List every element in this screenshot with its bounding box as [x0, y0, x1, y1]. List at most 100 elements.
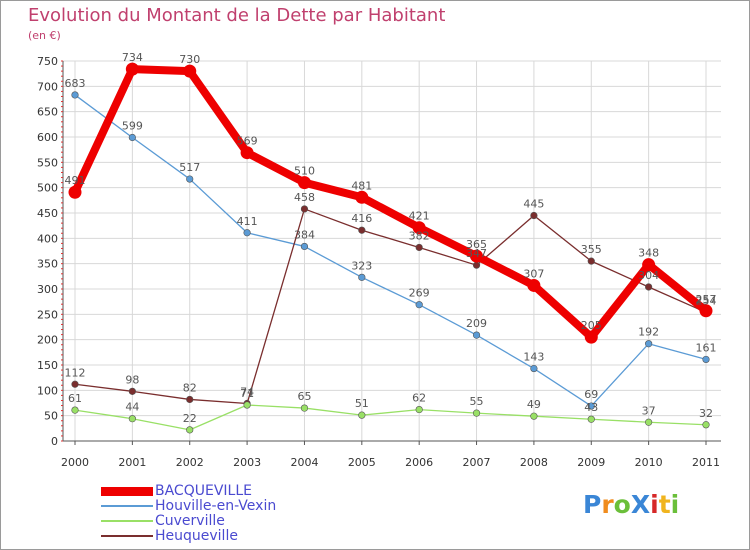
data-point — [71, 406, 79, 414]
data-point — [472, 409, 481, 417]
x-tick-label: 2010 — [635, 456, 663, 469]
data-point — [587, 415, 595, 423]
data-label: 61 — [68, 392, 82, 405]
y-tick-label: 400 — [37, 232, 58, 245]
data-point — [186, 395, 194, 404]
logo-letter: P — [583, 490, 602, 519]
data-point — [128, 387, 136, 395]
data-label: 65 — [297, 390, 311, 403]
data-labels: 491 734 730 569 510 481 421 365 307 205 348 257 683 5… — [65, 51, 717, 425]
y-tick-label: 600 — [37, 131, 58, 144]
legend-label: Heuqueville — [155, 528, 238, 544]
data-point — [128, 133, 136, 142]
data-point — [530, 364, 538, 373]
data-point — [702, 355, 710, 364]
logo-letter: X — [630, 490, 651, 519]
data-label: 254 — [696, 294, 717, 307]
data-point — [128, 415, 136, 423]
series-line — [74, 404, 707, 431]
x-tick-label: 2003 — [233, 456, 261, 469]
data-point — [300, 205, 309, 213]
legend-item: Heuqueville — [101, 529, 341, 544]
chart-title: Evolution du Montant de la Dette par Hab… — [28, 5, 446, 26]
data-point — [297, 176, 311, 190]
data-point — [645, 283, 653, 291]
y-tick-label: 150 — [37, 359, 58, 372]
y-tick-label: 300 — [37, 283, 58, 296]
y-tick-label: 100 — [37, 384, 58, 397]
data-label: 98 — [125, 373, 139, 386]
legend-swatch — [101, 520, 153, 522]
proxiti-logo: ProXiti — [583, 490, 679, 519]
x-tick-label: 2011 — [692, 456, 720, 469]
y-tick-label: 550 — [37, 156, 58, 169]
data-label: 445 — [523, 198, 544, 211]
data-label: 32 — [699, 407, 713, 420]
data-label: 62 — [412, 392, 426, 405]
data-point — [355, 190, 369, 204]
data-label: 734 — [122, 51, 143, 64]
y-tick-label: 250 — [37, 308, 58, 321]
x-tick-label: 2008 — [520, 456, 548, 469]
data-label: 37 — [642, 404, 656, 417]
x-tick-label: 2007 — [463, 456, 491, 469]
data-point — [358, 226, 366, 234]
data-point — [125, 62, 139, 76]
y-tick-label: 500 — [37, 182, 58, 195]
y-tick-label: 450 — [37, 207, 58, 220]
legend-swatch — [101, 535, 153, 537]
data-label: 421 — [409, 210, 430, 223]
data-label: 51 — [355, 397, 369, 410]
data-label: 82 — [183, 381, 197, 394]
logo-letter: t — [658, 490, 671, 519]
data-label: 416 — [351, 212, 372, 225]
y-tick-label: 350 — [37, 258, 58, 271]
data-label: 458 — [294, 191, 315, 204]
data-label: 55 — [470, 395, 484, 408]
data-point — [530, 211, 538, 220]
series-line — [74, 208, 707, 405]
data-label: 205 — [581, 319, 602, 332]
data-label: 510 — [294, 165, 315, 178]
data-label: 44 — [125, 401, 139, 414]
data-point — [186, 426, 194, 434]
data-label: 365 — [466, 238, 487, 251]
legend-label: Cuverville — [155, 513, 225, 529]
data-point — [584, 330, 598, 344]
data-point — [415, 243, 423, 252]
data-label: 683 — [65, 77, 86, 90]
data-point — [415, 301, 423, 309]
data-label: 69 — [584, 388, 598, 401]
data-label: 161 — [696, 341, 717, 354]
data-label: 411 — [237, 215, 258, 228]
y-tick-label: 650 — [37, 106, 58, 119]
data-label: 257 — [696, 293, 717, 306]
data-point — [527, 278, 541, 292]
data-label: 569 — [237, 135, 258, 148]
x-tick-label: 2005 — [348, 456, 376, 469]
x-tick-label: 2000 — [61, 456, 89, 469]
x-tick-label: 2009 — [577, 456, 605, 469]
data-point — [472, 331, 481, 339]
data-point — [186, 175, 194, 183]
legend-label: BACQUEVILLE — [155, 483, 252, 499]
data-point — [358, 273, 366, 281]
data-point — [300, 404, 309, 412]
data-label: 323 — [351, 259, 372, 272]
data-label: 43 — [584, 401, 598, 414]
data-label: 209 — [466, 317, 487, 330]
data-label: 143 — [523, 351, 544, 364]
legend-swatch — [101, 486, 153, 496]
data-point — [415, 405, 423, 414]
data-point — [68, 185, 82, 199]
data-point — [183, 64, 197, 78]
data-label: 599 — [122, 120, 143, 133]
data-label: 481 — [351, 179, 372, 192]
data-label: 347 — [466, 247, 487, 260]
data-point — [587, 402, 595, 410]
data-label: 74 — [240, 386, 254, 399]
data-label: 491 — [65, 174, 86, 187]
x-tick-label: 2002 — [176, 456, 204, 469]
series-group — [68, 62, 713, 434]
